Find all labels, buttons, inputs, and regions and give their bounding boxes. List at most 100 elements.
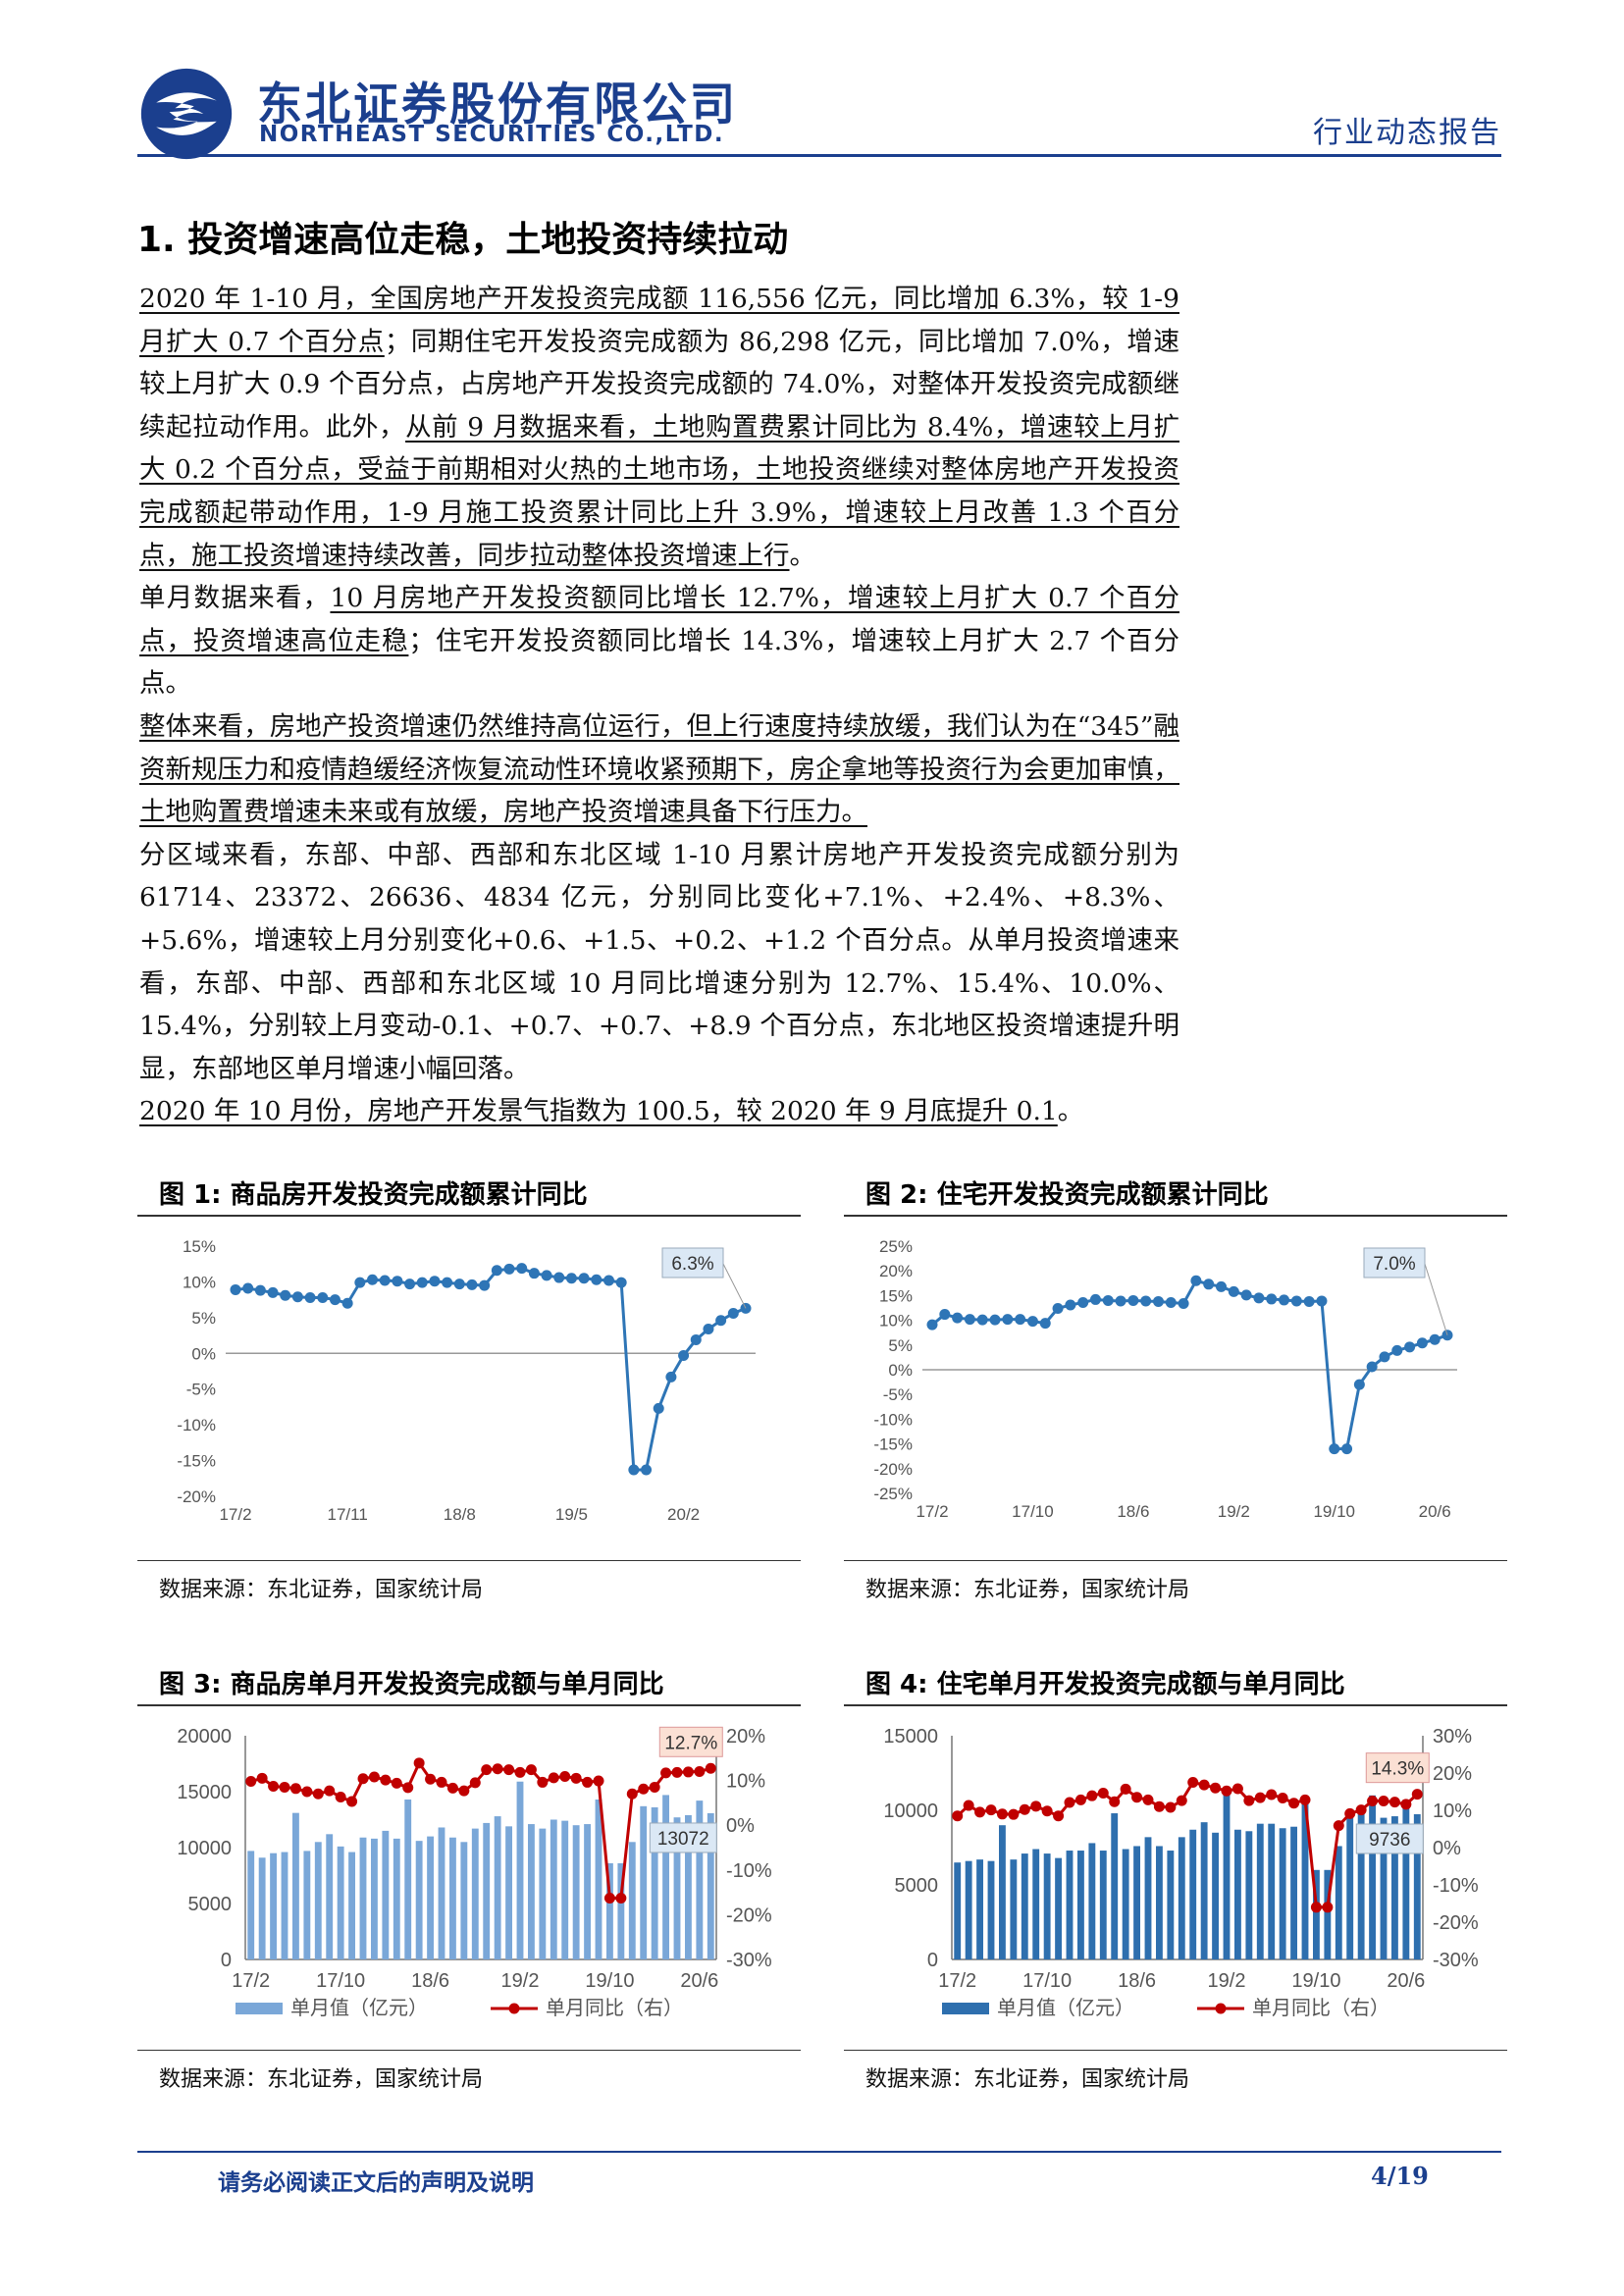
bar <box>550 1819 557 1959</box>
figure-divider <box>844 1560 1507 1561</box>
data-point <box>665 1371 677 1383</box>
bar <box>1200 1822 1208 1959</box>
data-point <box>357 1773 369 1785</box>
bar <box>673 1817 681 1959</box>
data-point <box>541 1270 552 1281</box>
data-point <box>641 1464 653 1476</box>
y-left-tick-label: 15000 <box>883 1726 938 1748</box>
data-point <box>379 1275 391 1286</box>
bar <box>685 1814 692 1959</box>
body-text: 2020 年 1-10 月，全国房地产开发投资完成额 116,556 亿元，同比… <box>139 278 1179 1133</box>
data-point <box>740 1302 752 1314</box>
data-point <box>602 1275 614 1286</box>
highlight-text: 从前 9 月数据来看，土地购置费累计同比为 8.4%，增速较上月扩大 0.2 个… <box>139 411 1179 571</box>
bar <box>1245 1831 1253 1959</box>
page-number: 4/19 <box>1371 2162 1429 2190</box>
x-tick-label: 18/8 <box>444 1505 476 1524</box>
data-point <box>1187 1777 1199 1788</box>
bar <box>976 1859 983 1959</box>
bar <box>303 1851 311 1959</box>
figure-source: 数据来源：东北证券，国家统计局 <box>159 2067 484 2092</box>
company-name-cn: 东北证券股份有限公司 <box>257 78 738 130</box>
callout-label: 7.0% <box>1373 1254 1415 1275</box>
footer-divider <box>137 2151 1501 2153</box>
data-point <box>402 1782 414 1794</box>
data-point <box>1064 1797 1075 1808</box>
data-point <box>446 1782 458 1794</box>
bar <box>393 1838 400 1959</box>
y-right-tick-label: 20% <box>726 1726 765 1748</box>
data-point <box>628 1464 640 1476</box>
data-point <box>242 1282 254 1294</box>
data-point <box>368 1771 380 1783</box>
figure-1: 图 1: 商品房开发投资完成额累计同比 15% 10% 5% 0% -5% -10% -15… <box>137 1175 801 1610</box>
bar <box>1066 1851 1074 1959</box>
y-tick-label: 15% <box>879 1286 913 1305</box>
y-left-tick-label: 0 <box>221 1950 232 1971</box>
data-point <box>256 1772 268 1784</box>
bar <box>528 1824 535 1959</box>
data-point <box>324 1785 336 1797</box>
highlight-text: 2020 年 1-10 月，全国房地产开发投资完成额 116,556 亿元，同比… <box>139 284 1179 357</box>
bar <box>382 1830 390 1959</box>
data-point <box>1400 1799 1412 1810</box>
bar <box>460 1842 468 1959</box>
data-point <box>453 1278 465 1290</box>
y-right-tick-label: 10% <box>1433 1800 1472 1822</box>
data-point <box>1102 1294 1114 1306</box>
data-point <box>705 1762 716 1774</box>
x-tick-label: 17/2 <box>916 1502 948 1521</box>
y-left-tick-label: 5000 <box>895 1875 939 1897</box>
data-point <box>1030 1800 1042 1812</box>
chart-2-svg: 25% 20% 15% 10% 5% 0% -5% -10% -15% -20% -25%17/2 1… <box>873 1237 1457 1521</box>
data-point <box>727 1307 739 1319</box>
x-tick-label: 19/2 <box>1218 1502 1250 1521</box>
chart-4: 15000 10000 5000 0 30% 20% 10% 0% -10% -20% -30% 17… <box>844 1706 1507 2050</box>
data-point <box>1367 1796 1379 1806</box>
data-point <box>964 1314 975 1326</box>
data-point <box>548 1772 559 1784</box>
callout-leader <box>1424 1263 1448 1335</box>
y-tick-label: 20% <box>879 1262 913 1280</box>
x-tick-label: 18/6 <box>411 1970 449 1992</box>
data-point <box>1109 1796 1121 1807</box>
figure-divider <box>844 1704 1507 1706</box>
bar <box>270 1852 277 1959</box>
bar <box>404 1799 412 1959</box>
data-point <box>1429 1333 1441 1345</box>
data-point <box>380 1774 392 1786</box>
bar <box>1290 1826 1297 1959</box>
bar <box>292 1812 299 1959</box>
data-point <box>1279 1294 1290 1306</box>
data-point <box>1015 1314 1026 1326</box>
legend-swatch <box>942 2003 989 2014</box>
y-right-tick-label: -20% <box>1433 1912 1479 1934</box>
bar <box>1391 1816 1398 1959</box>
callout-box <box>1365 1752 1430 1784</box>
data-point <box>1411 1789 1423 1800</box>
data-point <box>570 1772 582 1784</box>
x-tick-label: 20/6 <box>1419 1502 1451 1521</box>
data-point <box>429 1276 441 1287</box>
data-point <box>354 1277 366 1288</box>
bar <box>471 1828 479 1959</box>
y-tick-label: -10% <box>177 1416 216 1435</box>
chart-2: 25% 20% 15% 10% 5% 0% -5% -10% -15% -20% -25% 17/2 1… <box>844 1217 1507 1560</box>
paragraph-text: 。 <box>789 540 816 571</box>
chart-1-svg: 15% 10% 5% 0% -5% -10% -15% -20%17/2 17/11 18/8 19… <box>177 1237 756 1524</box>
y-right-tick-label: -20% <box>726 1905 772 1926</box>
bar <box>438 1827 445 1959</box>
data-point <box>1391 1344 1403 1356</box>
figure-divider <box>844 1215 1507 1217</box>
figure-divider <box>844 2050 1507 2051</box>
data-point <box>514 1766 526 1778</box>
data-point <box>1266 1789 1278 1800</box>
callout-box <box>1363 1247 1426 1278</box>
y-tick-label: 10% <box>879 1312 913 1331</box>
data-point <box>1008 1808 1020 1820</box>
bar <box>427 1836 434 1959</box>
data-point <box>304 1291 316 1303</box>
y-left-tick-label: 15000 <box>177 1782 232 1803</box>
data-point <box>1077 1296 1089 1308</box>
data-point <box>416 1277 428 1288</box>
